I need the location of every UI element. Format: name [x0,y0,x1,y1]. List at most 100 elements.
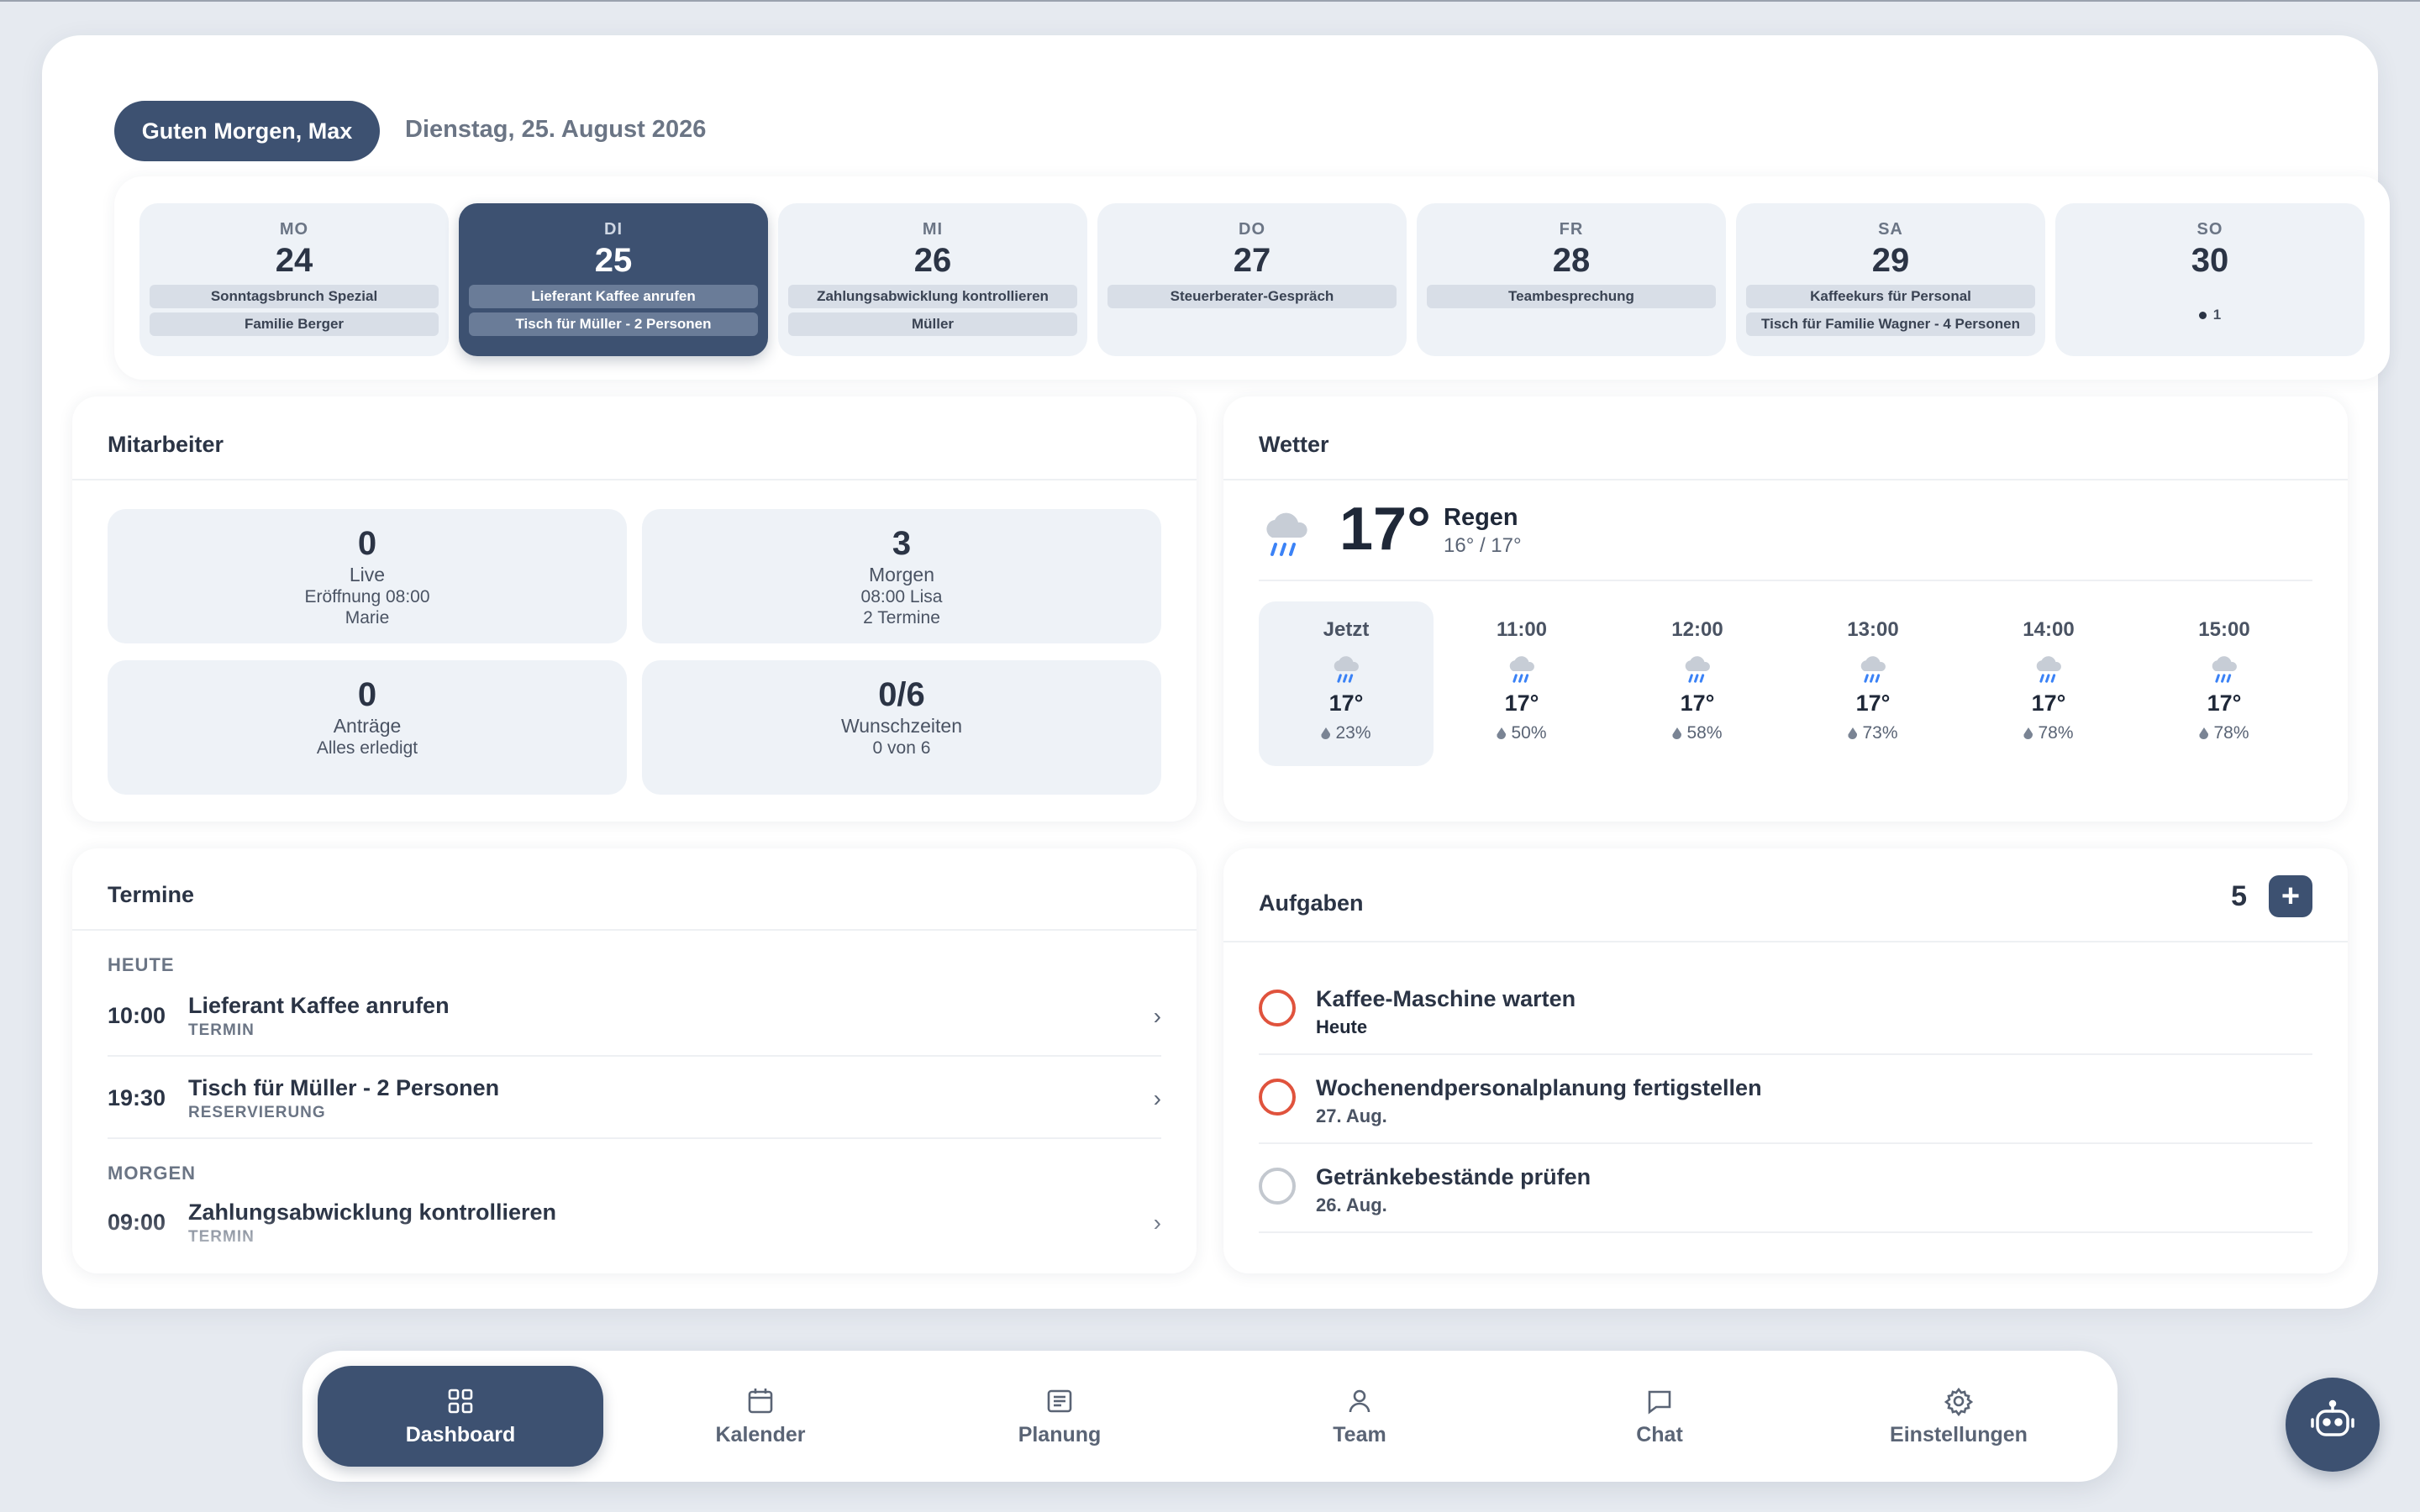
day-event[interactable]: Steuerberater-Gespräch [1107,285,1397,308]
staff-tile-requests[interactable]: 0 Anträge Alles erledigt [108,660,627,795]
staff-tile-live[interactable]: 0 Live Eröffnung 08:00 Marie [108,509,627,643]
divider [1223,479,2348,480]
day-event[interactable]: Zahlungsabwicklung kontrollieren [788,285,1077,308]
appointments-card: Termine HEUTE 10:00 Lieferant Kaffee anr… [72,848,1197,1273]
hour-temperature: 17° [2207,690,2242,716]
divider [72,479,1197,480]
temperature-range: 16° / 17° [1444,534,1522,557]
rain-cloud-icon [1259,506,1314,565]
appointments-title: Termine [108,882,195,907]
nav-team[interactable]: Team [1217,1366,1502,1467]
hour-temperature: 17° [2031,690,2066,716]
appointment-item[interactable]: 10:00 Lieferant Kaffee anrufen TERMIN › [108,974,1161,1057]
day-event[interactable]: Familie Berger [150,312,439,336]
section-today: HEUTE [108,954,175,975]
droplet-icon [2023,727,2033,739]
day-number: 29 [1871,242,1910,279]
day-sa[interactable]: SA 29 Kaffeekurs für Personal Tisch für … [1736,203,2045,356]
task-checkbox[interactable] [1259,990,1296,1026]
rain-cloud-icon [1434,652,1609,685]
droplet-icon [1848,727,1858,739]
task-item[interactable]: Wochenendpersonalplanung fertigstellen 2… [1259,1055,2312,1144]
nav-einstellungen[interactable]: Einstellungen [1816,1366,2102,1467]
rain-cloud-icon [1610,652,1785,685]
nav-chat[interactable]: Chat [1517,1366,1802,1467]
task-checkbox[interactable] [1259,1079,1296,1116]
precipitation-value: 78% [2038,723,2074,743]
tile-value: 3 [892,525,912,562]
assistant-button[interactable] [2286,1378,2380,1472]
nav-kalender[interactable]: Kalender [618,1366,903,1467]
day-number: 26 [913,242,952,279]
day-do[interactable]: DO 27 Steuerberater-Gespräch [1097,203,1407,356]
day-di[interactable]: DI 25 Lieferant Kaffee anrufen Tisch für… [459,203,768,356]
rain-cloud-icon [2137,652,2312,685]
day-name: DO [1239,220,1265,239]
day-event[interactable]: Sonntagsbrunch Spezial [150,285,439,308]
hour-forecast: 13:00 17° 73% [1786,601,1960,766]
greeting-badge: Guten Morgen, Max [114,101,380,161]
nav-label: Planung [1018,1423,1102,1446]
day-event[interactable]: Tisch für Familie Wagner - 4 Personen [1746,312,2035,336]
appointment-kind: TERMIN [188,1021,255,1039]
appointment-name: Tisch für Müller - 2 Personen [188,1075,500,1100]
tile-sub: Eröffnung 08:00 [304,587,430,606]
day-number: 25 [594,242,633,279]
hour-temperature: 17° [1855,690,1891,716]
robot-icon [2306,1396,2360,1454]
hour-forecast: 12:00 17° 58% [1610,601,1785,766]
divider [1223,941,2348,942]
tile-sub: 08:00 Lisa [860,587,943,606]
person-icon [1217,1384,1502,1418]
hour-time: 11:00 [1496,618,1548,641]
rain-cloud-icon [1786,652,1960,685]
current-date: Dienstag, 25. August 2026 [405,116,707,143]
task-name: Kaffee-Maschine warten [1316,986,1576,1011]
task-name: Getränkebestände prüfen [1316,1164,1591,1189]
day-mo[interactable]: MO 24 Sonntagsbrunch Spezial Familie Ber… [139,203,449,356]
day-event[interactable]: Teambesprechung [1427,285,1716,308]
dot-icon [2198,312,2207,320]
chevron-right-icon: › [1153,1003,1161,1029]
day-name: SA [1878,220,1903,239]
day-number: 28 [1552,242,1591,279]
day-event[interactable]: Tisch für Müller - 2 Personen [469,312,758,336]
nav-dashboard[interactable]: Dashboard [318,1366,603,1467]
nav-label: Dashboard [405,1423,516,1446]
task-checkbox[interactable] [1259,1168,1296,1205]
precipitation-value: 23% [1335,723,1371,743]
tile-value: 0 [357,676,377,713]
hour-time: Jetzt [1323,618,1370,641]
precipitation: 58% [1610,723,1785,743]
tile-value: 0/6 [878,676,925,713]
hour-temperature: 17° [1680,690,1715,716]
day-event[interactable]: Kaffeekurs für Personal [1746,285,2035,308]
precipitation-value: 73% [1862,723,1898,743]
chat-icon [1517,1384,1802,1418]
day-fr[interactable]: FR 28 Teambesprechung [1417,203,1726,356]
staff-tile-wishes[interactable]: 0/6 Wunschzeiten 0 von 6 [642,660,1161,795]
droplet-icon [1321,727,1331,739]
day-so[interactable]: SO 30 1 [2055,203,2365,356]
day-number: 27 [1233,242,1271,279]
tasks-title: Aufgaben [1259,890,1364,916]
appointment-item[interactable]: 19:30 Tisch für Müller - 2 Personen RESE… [108,1057,1161,1139]
task-count: 5 [2231,880,2247,912]
hour-forecast: 14:00 17° 78% [1961,601,2136,766]
staff-tile-tomorrow[interactable]: 3 Morgen 08:00 Lisa 2 Termine [642,509,1161,643]
day-event[interactable]: Müller [788,312,1077,336]
nav-label: Kalender [715,1423,806,1446]
hour-forecast: Jetzt 17° 23% [1259,601,1434,766]
rain-cloud-icon [1961,652,2136,685]
day-mi[interactable]: MI 26 Zahlungsabwicklung kontrollieren M… [778,203,1087,356]
task-item[interactable]: Getränkebestände prüfen 26. Aug. [1259,1144,2312,1233]
appointment-time: 19:30 [108,1085,166,1110]
day-event[interactable]: Lieferant Kaffee anrufen [469,285,758,308]
nav-planung[interactable]: Planung [917,1366,1202,1467]
hour-time: 15:00 [2198,618,2250,641]
tile-label: Anträge [333,715,402,737]
staff-card: Mitarbeiter 0 Live Eröffnung 08:00 Marie… [72,396,1197,822]
add-task-button[interactable]: + [2269,875,2312,917]
event-count: 1 [2212,307,2222,323]
task-item[interactable]: Kaffee-Maschine warten Heute [1259,966,2312,1055]
